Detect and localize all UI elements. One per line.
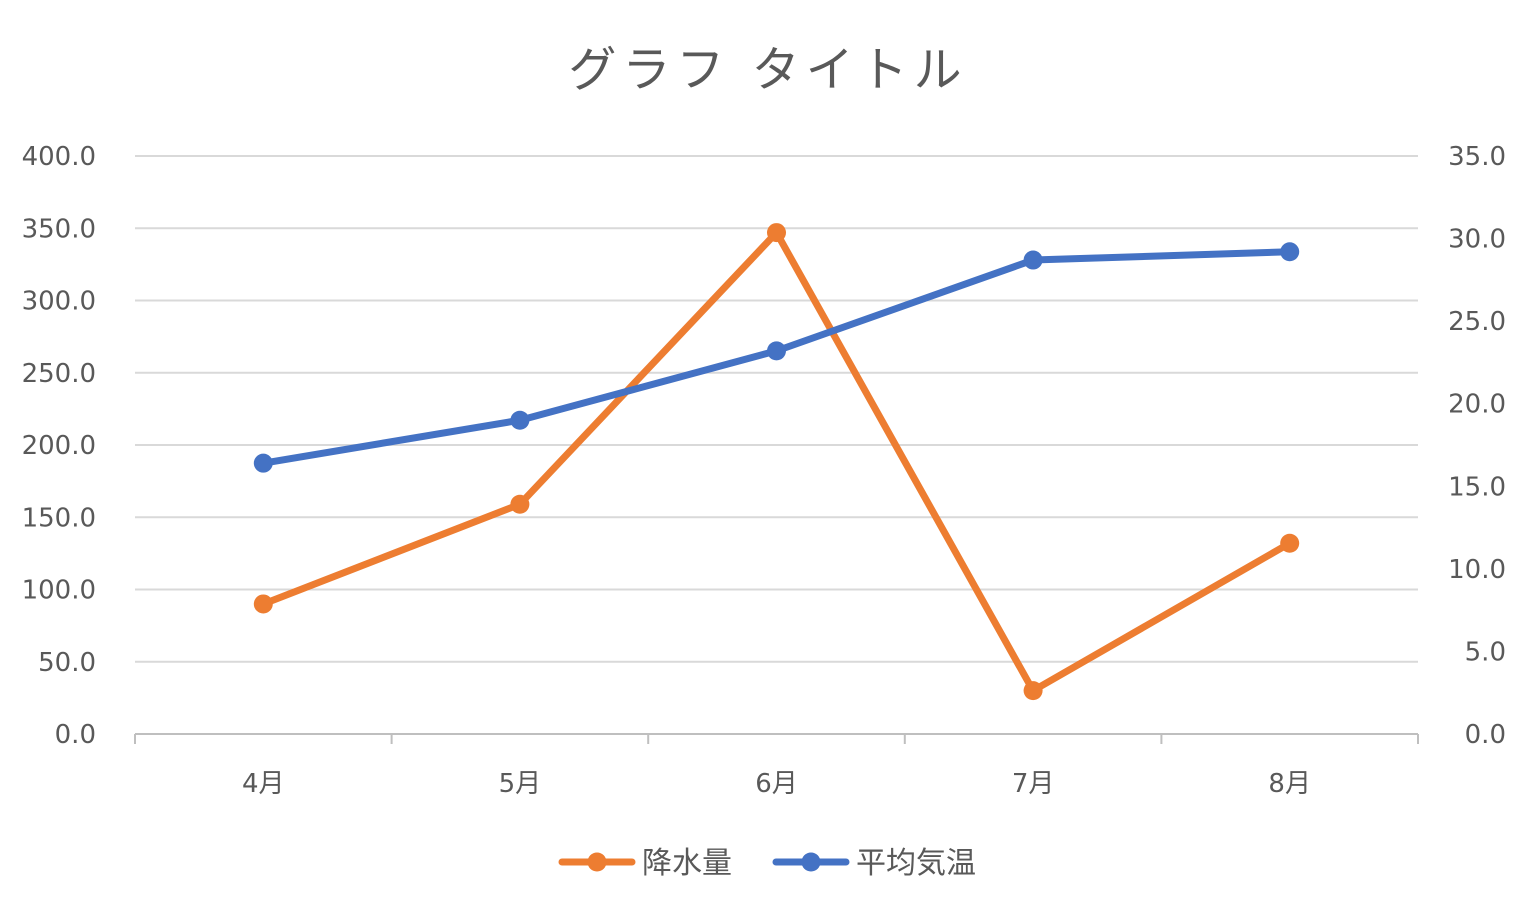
data-point	[1280, 242, 1300, 262]
legend-marker	[587, 852, 607, 872]
x-tick-label: 4月	[242, 769, 285, 799]
y-left-tick-label: 50.0	[38, 648, 96, 678]
y-left-tick-label: 350.0	[22, 214, 96, 244]
data-point	[510, 494, 530, 514]
data-point	[510, 410, 530, 430]
y-right-tick-label: 30.0	[1448, 225, 1506, 255]
y-right-tick-label: 35.0	[1448, 142, 1506, 172]
legend: 降水量 平均気温	[558, 846, 976, 881]
data-point	[767, 341, 786, 361]
y-right-tick-label: 0.0	[1465, 720, 1506, 750]
legend-item: 平均気温	[772, 846, 976, 881]
legend-label: 降水量	[642, 846, 732, 881]
legend-item: 降水量	[558, 846, 732, 881]
y-left-tick-label: 150.0	[22, 503, 96, 533]
y-right-tick-label: 25.0	[1448, 307, 1506, 337]
data-point	[253, 594, 273, 614]
data-point	[1023, 250, 1043, 270]
y-right-tick-label: 5.0	[1465, 637, 1506, 667]
legend-label: 平均気温	[856, 846, 976, 881]
y-left-axis: 0.0 50.0 100.0 150.0 200.0 250.0 300.0 350.0 400…	[22, 142, 96, 750]
y-right-axis: 0.0 5.0 10.0 15.0 20.0 25.0 30.0 35.0	[1448, 142, 1506, 750]
series-2	[253, 242, 1300, 473]
x-axis: 4月 5月 6月 7月 8月	[134, 733, 1419, 799]
x-tick-label: 5月	[499, 769, 542, 799]
y-left-tick-label: 100.0	[22, 576, 96, 606]
data-point	[253, 453, 273, 473]
legend-marker	[801, 852, 821, 872]
y-right-tick-label: 20.0	[1448, 390, 1506, 420]
x-tick-label: 8月	[1268, 769, 1311, 799]
x-tick-label: 6月	[755, 769, 798, 799]
data-point	[1280, 533, 1300, 553]
data-point	[767, 223, 786, 243]
y-right-tick-label: 10.0	[1448, 555, 1506, 585]
y-left-tick-label: 200.0	[22, 431, 96, 461]
y-left-tick-label: 0.0	[55, 720, 96, 750]
y-left-tick-label: 400.0	[22, 142, 96, 172]
x-tick-label: 7月	[1012, 769, 1055, 799]
y-left-tick-label: 250.0	[22, 359, 96, 389]
series-1	[253, 223, 1300, 701]
data-point	[1023, 681, 1043, 701]
y-left-tick-label: 300.0	[22, 287, 96, 317]
chart-title: グラフ タイトル	[568, 42, 968, 98]
y-right-tick-label: 15.0	[1448, 472, 1506, 502]
gridlines	[135, 155, 1418, 663]
